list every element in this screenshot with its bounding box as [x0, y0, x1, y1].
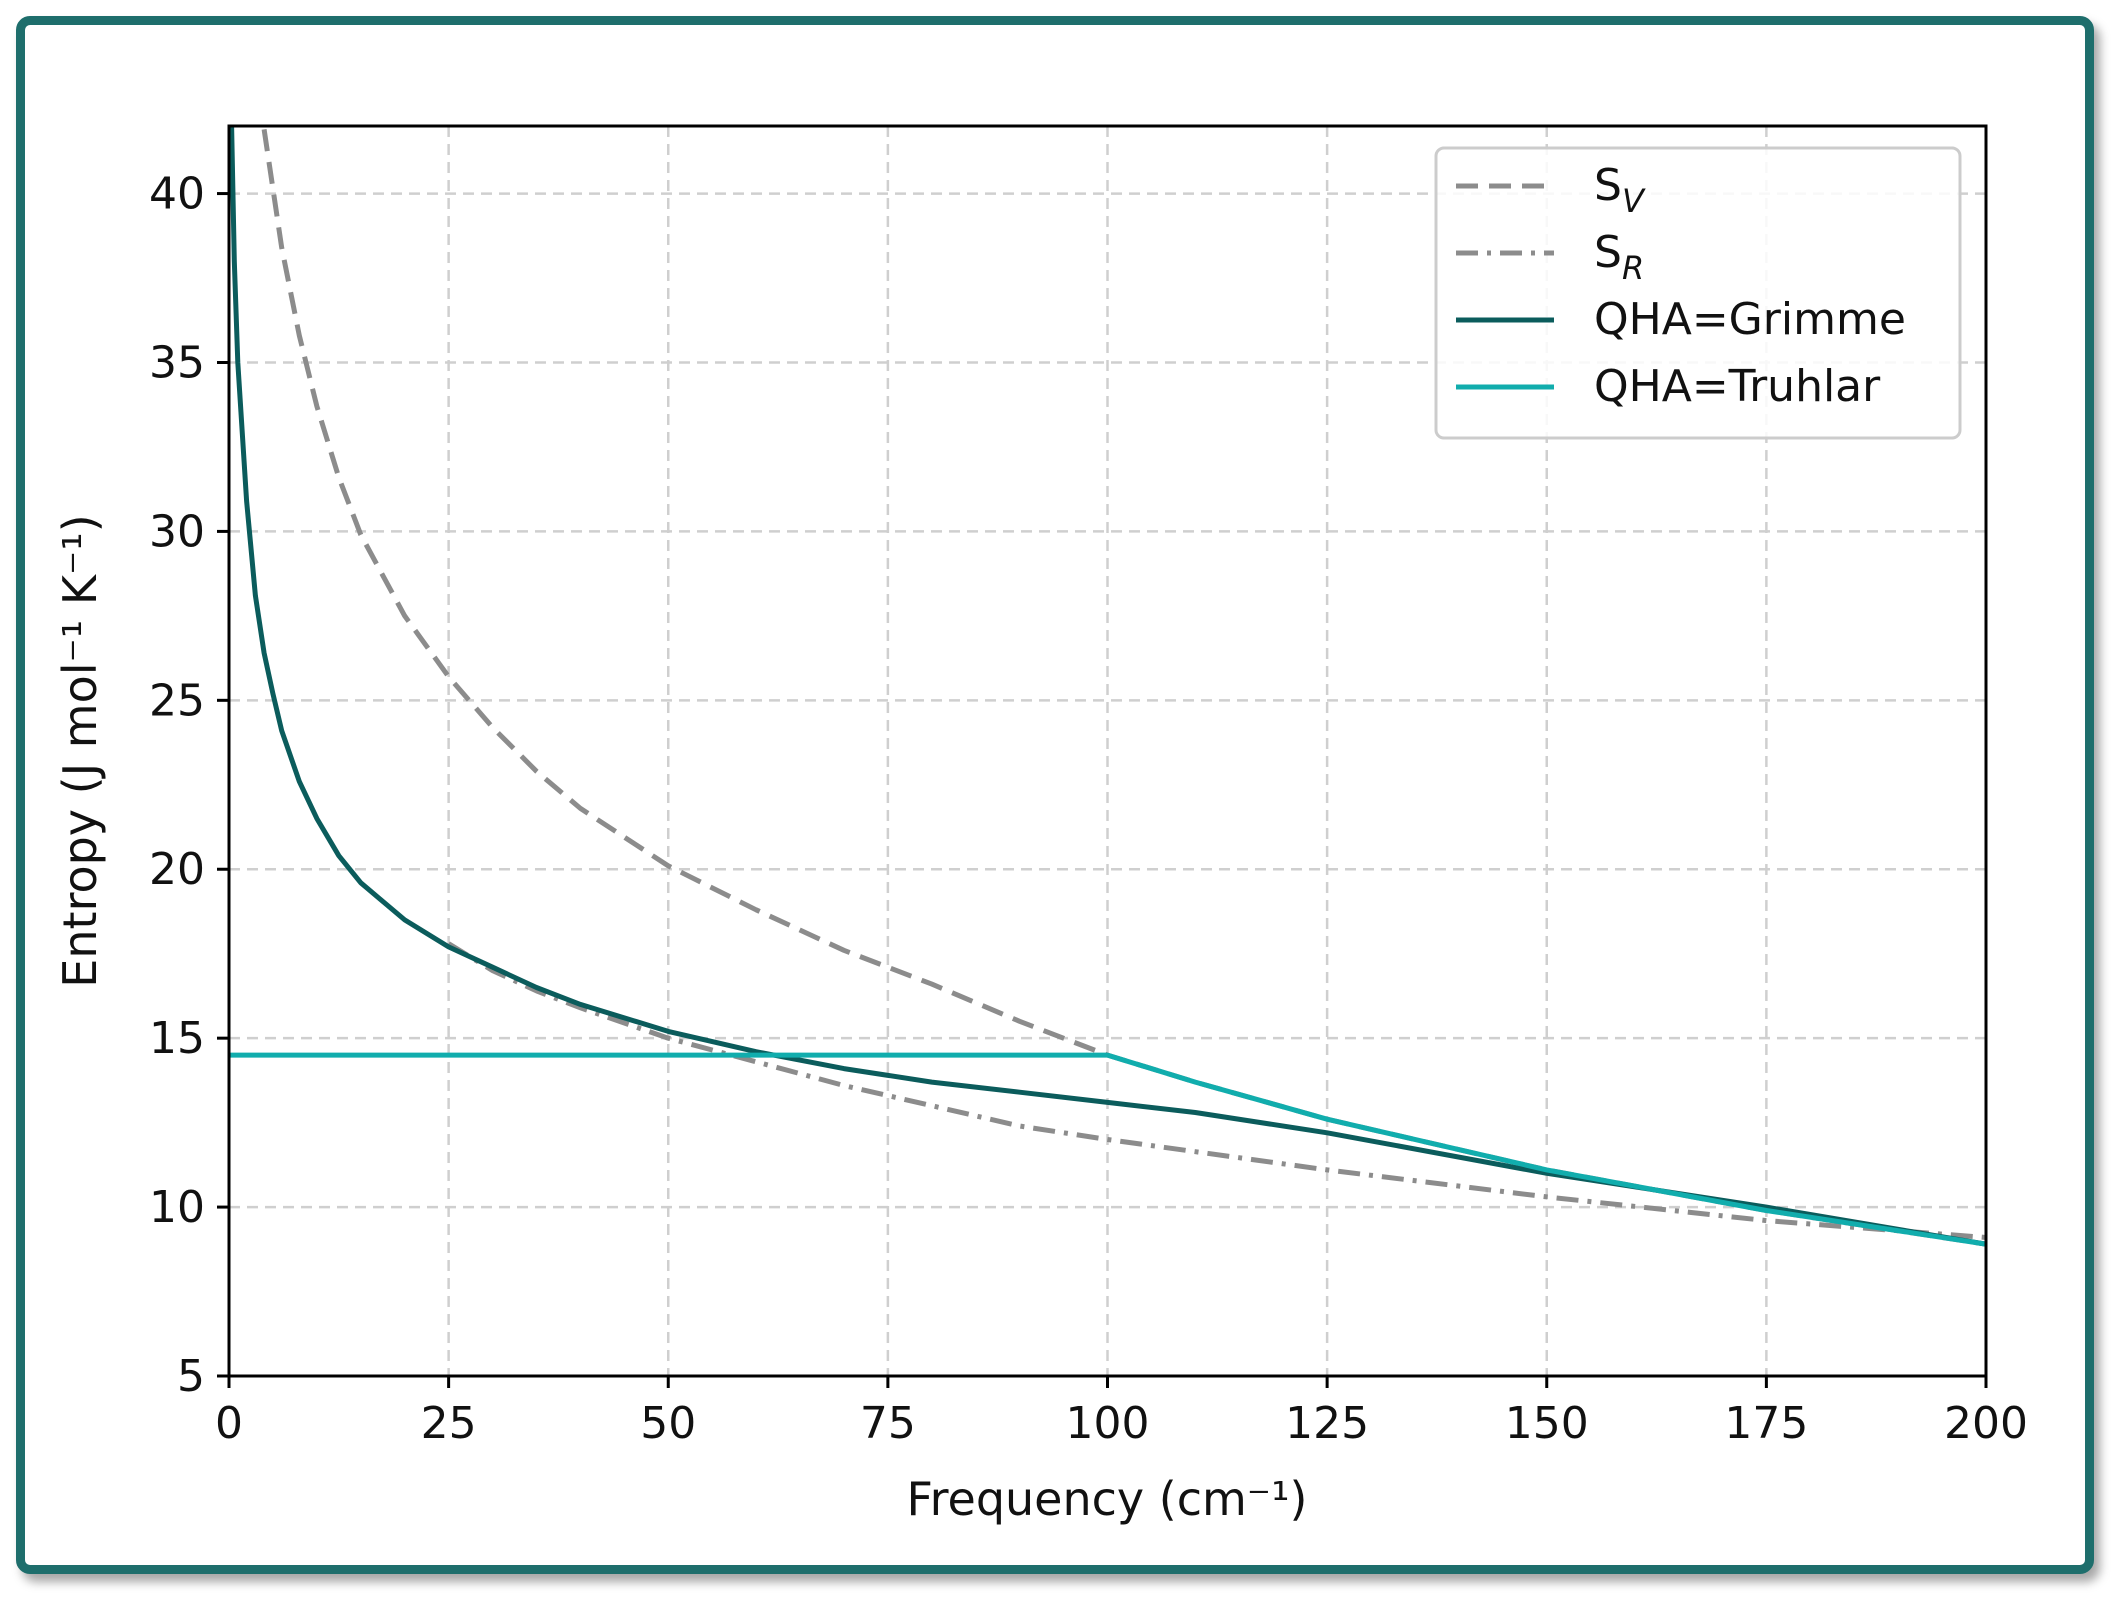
x-tick-label: 150: [1505, 1398, 1589, 1449]
legend-subscript: R: [1622, 249, 1644, 287]
y-tick-label: 10: [149, 1182, 205, 1233]
y-tick-label: 5: [177, 1351, 205, 1402]
legend-name: S: [1594, 160, 1622, 211]
x-tick-label: 0: [215, 1398, 243, 1449]
legend-name: QHA=Grimme: [1594, 294, 1906, 345]
legend-label-s-v: SV: [1594, 160, 1646, 220]
legend-label-qha-grimme: QHA=Grimme: [1594, 294, 1906, 345]
y-tick-label: 15: [149, 1013, 205, 1064]
y-tick-label: 40: [149, 169, 205, 220]
series-lines: [229, 126, 1986, 1247]
x-tick-label: 100: [1066, 1398, 1150, 1449]
legend-label-qha-truhlar: QHA=Truhlar: [1594, 361, 1881, 412]
legend-name: S: [1594, 227, 1622, 278]
y-tick-label: 20: [149, 844, 205, 895]
series-line-qha-grimme: [229, 126, 1986, 1247]
x-axis-label: Frequency (cm⁻¹): [907, 1472, 1308, 1526]
x-tick-label: 200: [1944, 1398, 2028, 1449]
y-tick-label: 25: [149, 675, 205, 726]
x-tick-label: 75: [860, 1398, 916, 1449]
legend-box: [1434, 146, 1962, 440]
axis-ticks: 0 25 50 75 100 125 150 175 200 5 10 15 20 25 30 35 40: [149, 169, 2028, 1449]
x-tick-label: 25: [421, 1398, 477, 1449]
y-tick-label: 35: [149, 337, 205, 388]
series-line-s-r: [447, 941, 1986, 1240]
legend-label-s-r: SR: [1594, 227, 1644, 287]
x-tick-label: 125: [1285, 1398, 1369, 1449]
legend-name: QHA=Truhlar: [1594, 361, 1881, 412]
x-tick-label: 175: [1724, 1398, 1808, 1449]
legend-subscript: V: [1622, 182, 1646, 220]
y-tick-label: 30: [149, 506, 205, 557]
series-line-qha-truhlar: [229, 1052, 1986, 1247]
y-axis-label: Entropy (J mol⁻¹ K⁻¹): [53, 514, 107, 987]
x-tick-label: 50: [640, 1398, 696, 1449]
